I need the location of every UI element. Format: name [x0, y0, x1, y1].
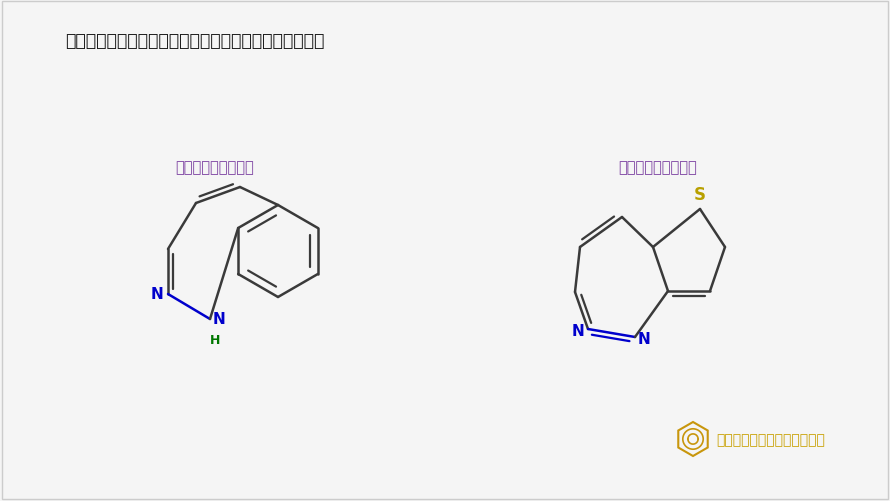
Text: N: N — [150, 287, 163, 302]
Text: 高津心音メンタルクリニック: 高津心音メンタルクリニック — [716, 432, 825, 446]
Text: H: H — [210, 333, 220, 346]
Text: S: S — [694, 186, 706, 203]
Text: チエノジアゼピン環: チエノジアゼピン環 — [619, 160, 698, 175]
Text: ベンゾジアゼピン環: ベンゾジアゼピン環 — [175, 160, 255, 175]
Text: ベンゾジアゼピン環とチエノジアゼピン環の化学構造式: ベンゾジアゼピン環とチエノジアゼピン環の化学構造式 — [65, 32, 324, 50]
Text: N: N — [213, 312, 226, 327]
Text: N: N — [638, 332, 651, 347]
Text: N: N — [571, 324, 584, 339]
